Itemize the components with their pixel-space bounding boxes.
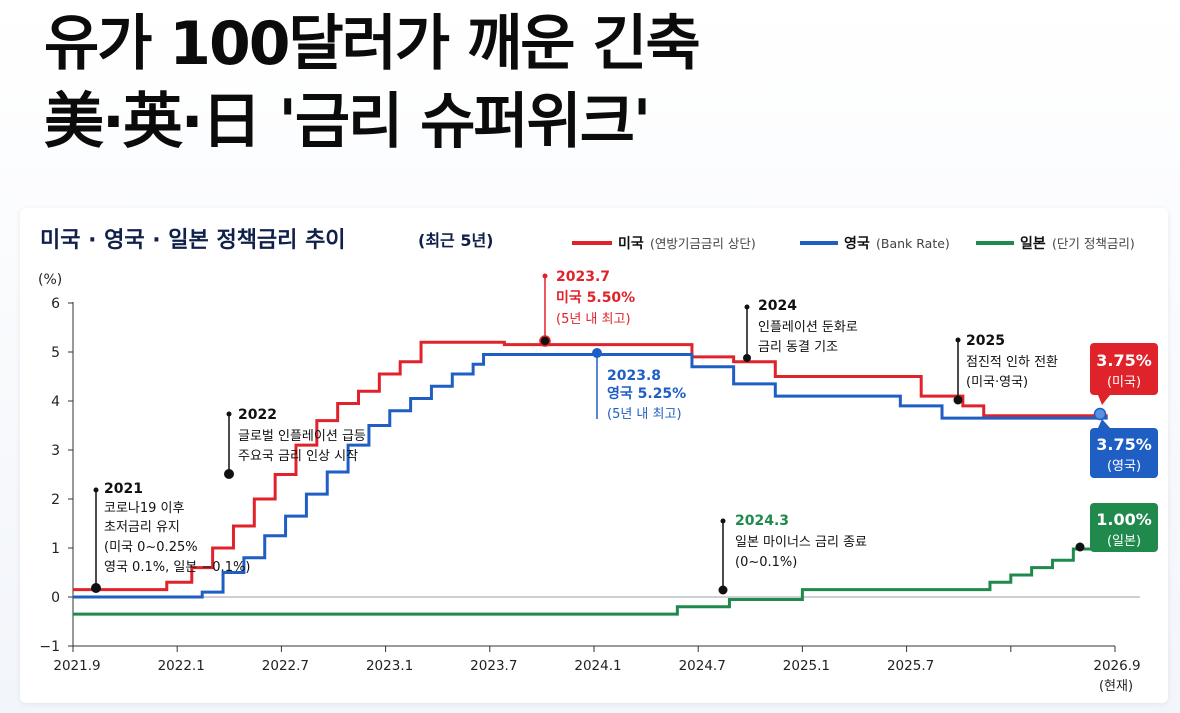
- end-label-uk-country: (영국): [1107, 459, 1141, 474]
- y-tick-label: 5: [51, 345, 60, 361]
- headline-line-1: 유가 100달러가 깨운 긴축: [44, 9, 701, 79]
- annotation-2025-line-2: (미국·영국): [966, 375, 1028, 390]
- annotation-2024-top-dot: [744, 304, 750, 310]
- x-tick-label: 2024.1: [574, 658, 621, 674]
- annotation-2024-period: 2024: [758, 298, 797, 314]
- chart-title: 미국 · 영국 · 일본 정책금리 추이: [40, 228, 346, 253]
- headline-line-2: 美·英·日 '금리 슈퍼위크': [44, 87, 651, 157]
- annotation-uk-peak: 2023.8 영국 5.25% (5년 내 최고): [592, 348, 686, 422]
- y-tick-label: 2: [51, 492, 60, 508]
- annotation-2021-period: 2021: [104, 481, 143, 497]
- annotation-2022-dot: [224, 469, 234, 479]
- y-tick-label: 0: [51, 590, 60, 606]
- end-dot-us-uk: [1093, 407, 1107, 421]
- annotation-uk-peak-value: 영국 5.25%: [607, 385, 686, 402]
- annotation-2021-line-2: 초저금리 유지: [104, 520, 180, 535]
- annotation-uk-peak-period: 2023.8: [607, 368, 661, 384]
- annotation-us-peak-top-dot: [542, 273, 548, 279]
- annotation-2025: 2025 점진적 인하 전환 (미국·영국): [953, 333, 1058, 405]
- end-label-jp: 1.00% (일본): [1090, 503, 1158, 552]
- series-line-uk: [73, 352, 1108, 599]
- x-tick-label: 2025.1: [783, 658, 830, 674]
- annotation-us-peak-period: 2023.7: [556, 269, 610, 285]
- legend-desc-jp: (단기 정책금리): [1052, 236, 1135, 251]
- annotation-us-peak: 2023.7 미국 5.50% (5년 내 최고): [539, 269, 635, 347]
- annotation-2022-top-dot: [226, 411, 232, 417]
- x-end-note: (현재): [1099, 679, 1133, 694]
- annotation-2025-top-dot: [955, 337, 961, 343]
- annotation-2021-dot: [91, 583, 101, 593]
- end-label-jp-country: (일본): [1107, 534, 1141, 549]
- annotation-2022: 2022 글로벌 인플레이션 급등 주요국 금리 인상 시작: [224, 407, 366, 479]
- annotation-jp-exit-period: 2024.3: [735, 513, 789, 529]
- annotation-2024-dot: [743, 354, 751, 362]
- x-tick-label: 2024.7: [679, 658, 726, 674]
- annotation-jp-exit-dot: [718, 585, 728, 595]
- annotation-2021-line-1: 코로나19 이후: [104, 501, 185, 516]
- annotation-2022-period: 2022: [238, 407, 277, 423]
- y-tick-label: 3: [51, 443, 60, 459]
- legend-label-jp: 일본: [1020, 236, 1046, 252]
- chart-panel: [20, 208, 1168, 703]
- chart-subtitle: (최근 5년): [418, 231, 494, 250]
- annotation-2021: 2021 코로나19 이후 초저금리 유지 (미국 0~0.25% 영국 0.1…: [91, 481, 250, 593]
- x-tick-label: 2022.1: [158, 658, 205, 674]
- annotation-us-peak-note: (5년 내 최고): [556, 312, 631, 327]
- annotation-2025-line-1: 점진적 인하 전환: [966, 355, 1058, 370]
- y-axis: (%) 6 5 4 3 2 1 0 −1: [38, 272, 74, 655]
- series-line-jp: [73, 547, 1108, 616]
- legend-desc-uk: (Bank Rate): [876, 236, 950, 251]
- legend-label-us: 미국: [618, 236, 644, 252]
- end-label-uk-value: 3.75%: [1096, 435, 1152, 454]
- x-axis: 2021.9 2022.1 2022.7 2023.1 2023.7 2024.1 2024…: [53, 645, 1141, 694]
- x-tick-label: 2023.1: [366, 658, 413, 674]
- x-tick-label: 2022.7: [262, 658, 309, 674]
- annotation-2022-line-1: 글로벌 인플레이션 급등: [238, 429, 366, 444]
- annotation-us-peak-dot: [539, 335, 551, 347]
- x-tick-label: 2025.7: [887, 658, 934, 674]
- annotation-2022-line-2: 주요국 금리 인상 시작: [238, 449, 358, 464]
- end-label-jp-value: 1.00%: [1096, 510, 1152, 529]
- x-tick-label: 2021.9: [53, 658, 100, 674]
- annotation-uk-peak-note: (5년 내 최고): [607, 407, 682, 422]
- annotation-us-peak-value: 미국 5.50%: [556, 290, 635, 306]
- y-tick-label: 6: [51, 296, 60, 312]
- annotation-2024-line-1: 인플레이션 둔화로: [758, 320, 858, 335]
- legend-desc-us: (연방기금금리 상단): [650, 236, 756, 251]
- legend: 미국 (연방기금금리 상단) 영국 (Bank Rate) 일본 (단기 정책금…: [572, 235, 1135, 252]
- end-label-us-country: (미국): [1107, 375, 1141, 390]
- annotation-2025-period: 2025: [966, 333, 1005, 349]
- annotation-jp-exit-top-dot: [720, 518, 726, 524]
- end-dot-jp: [1075, 542, 1085, 552]
- annotation-jp-exit-line-2: (0~0.1%): [735, 555, 797, 570]
- end-label-us-value: 3.75%: [1096, 351, 1152, 370]
- annotation-2024-line-2: 금리 동결 기조: [758, 340, 838, 355]
- end-label-uk: 3.75% (영국): [1090, 419, 1158, 478]
- annotation-2021-top-dot: [93, 487, 99, 493]
- annotation-2021-line-4: 영국 0.1%, 일본 −0.1%): [104, 560, 250, 575]
- series-line-us: [73, 340, 1108, 592]
- annotation-jp-exit: 2024.3 일본 마이너스 금리 종료 (0~0.1%): [718, 513, 867, 595]
- annotation-jp-exit-line-1: 일본 마이너스 금리 종료: [735, 535, 867, 550]
- annotation-uk-peak-dot: [592, 348, 602, 358]
- y-tick-label: 4: [51, 394, 60, 410]
- y-tick-label: 1: [51, 541, 60, 557]
- x-tick-label: 2023.7: [470, 658, 517, 674]
- annotation-2021-line-3: (미국 0~0.25%: [104, 540, 198, 555]
- annotation-2024: 2024 인플레이션 둔화로 금리 동결 기조: [743, 298, 858, 362]
- end-label-us: 3.75% (미국): [1090, 343, 1158, 405]
- annotation-2025-dot: [953, 395, 963, 405]
- x-tick-label: 2026.9: [1093, 658, 1140, 674]
- legend-label-uk: 영국: [844, 235, 870, 252]
- y-tick-label: −1: [39, 639, 60, 655]
- y-unit-label: (%): [38, 272, 62, 288]
